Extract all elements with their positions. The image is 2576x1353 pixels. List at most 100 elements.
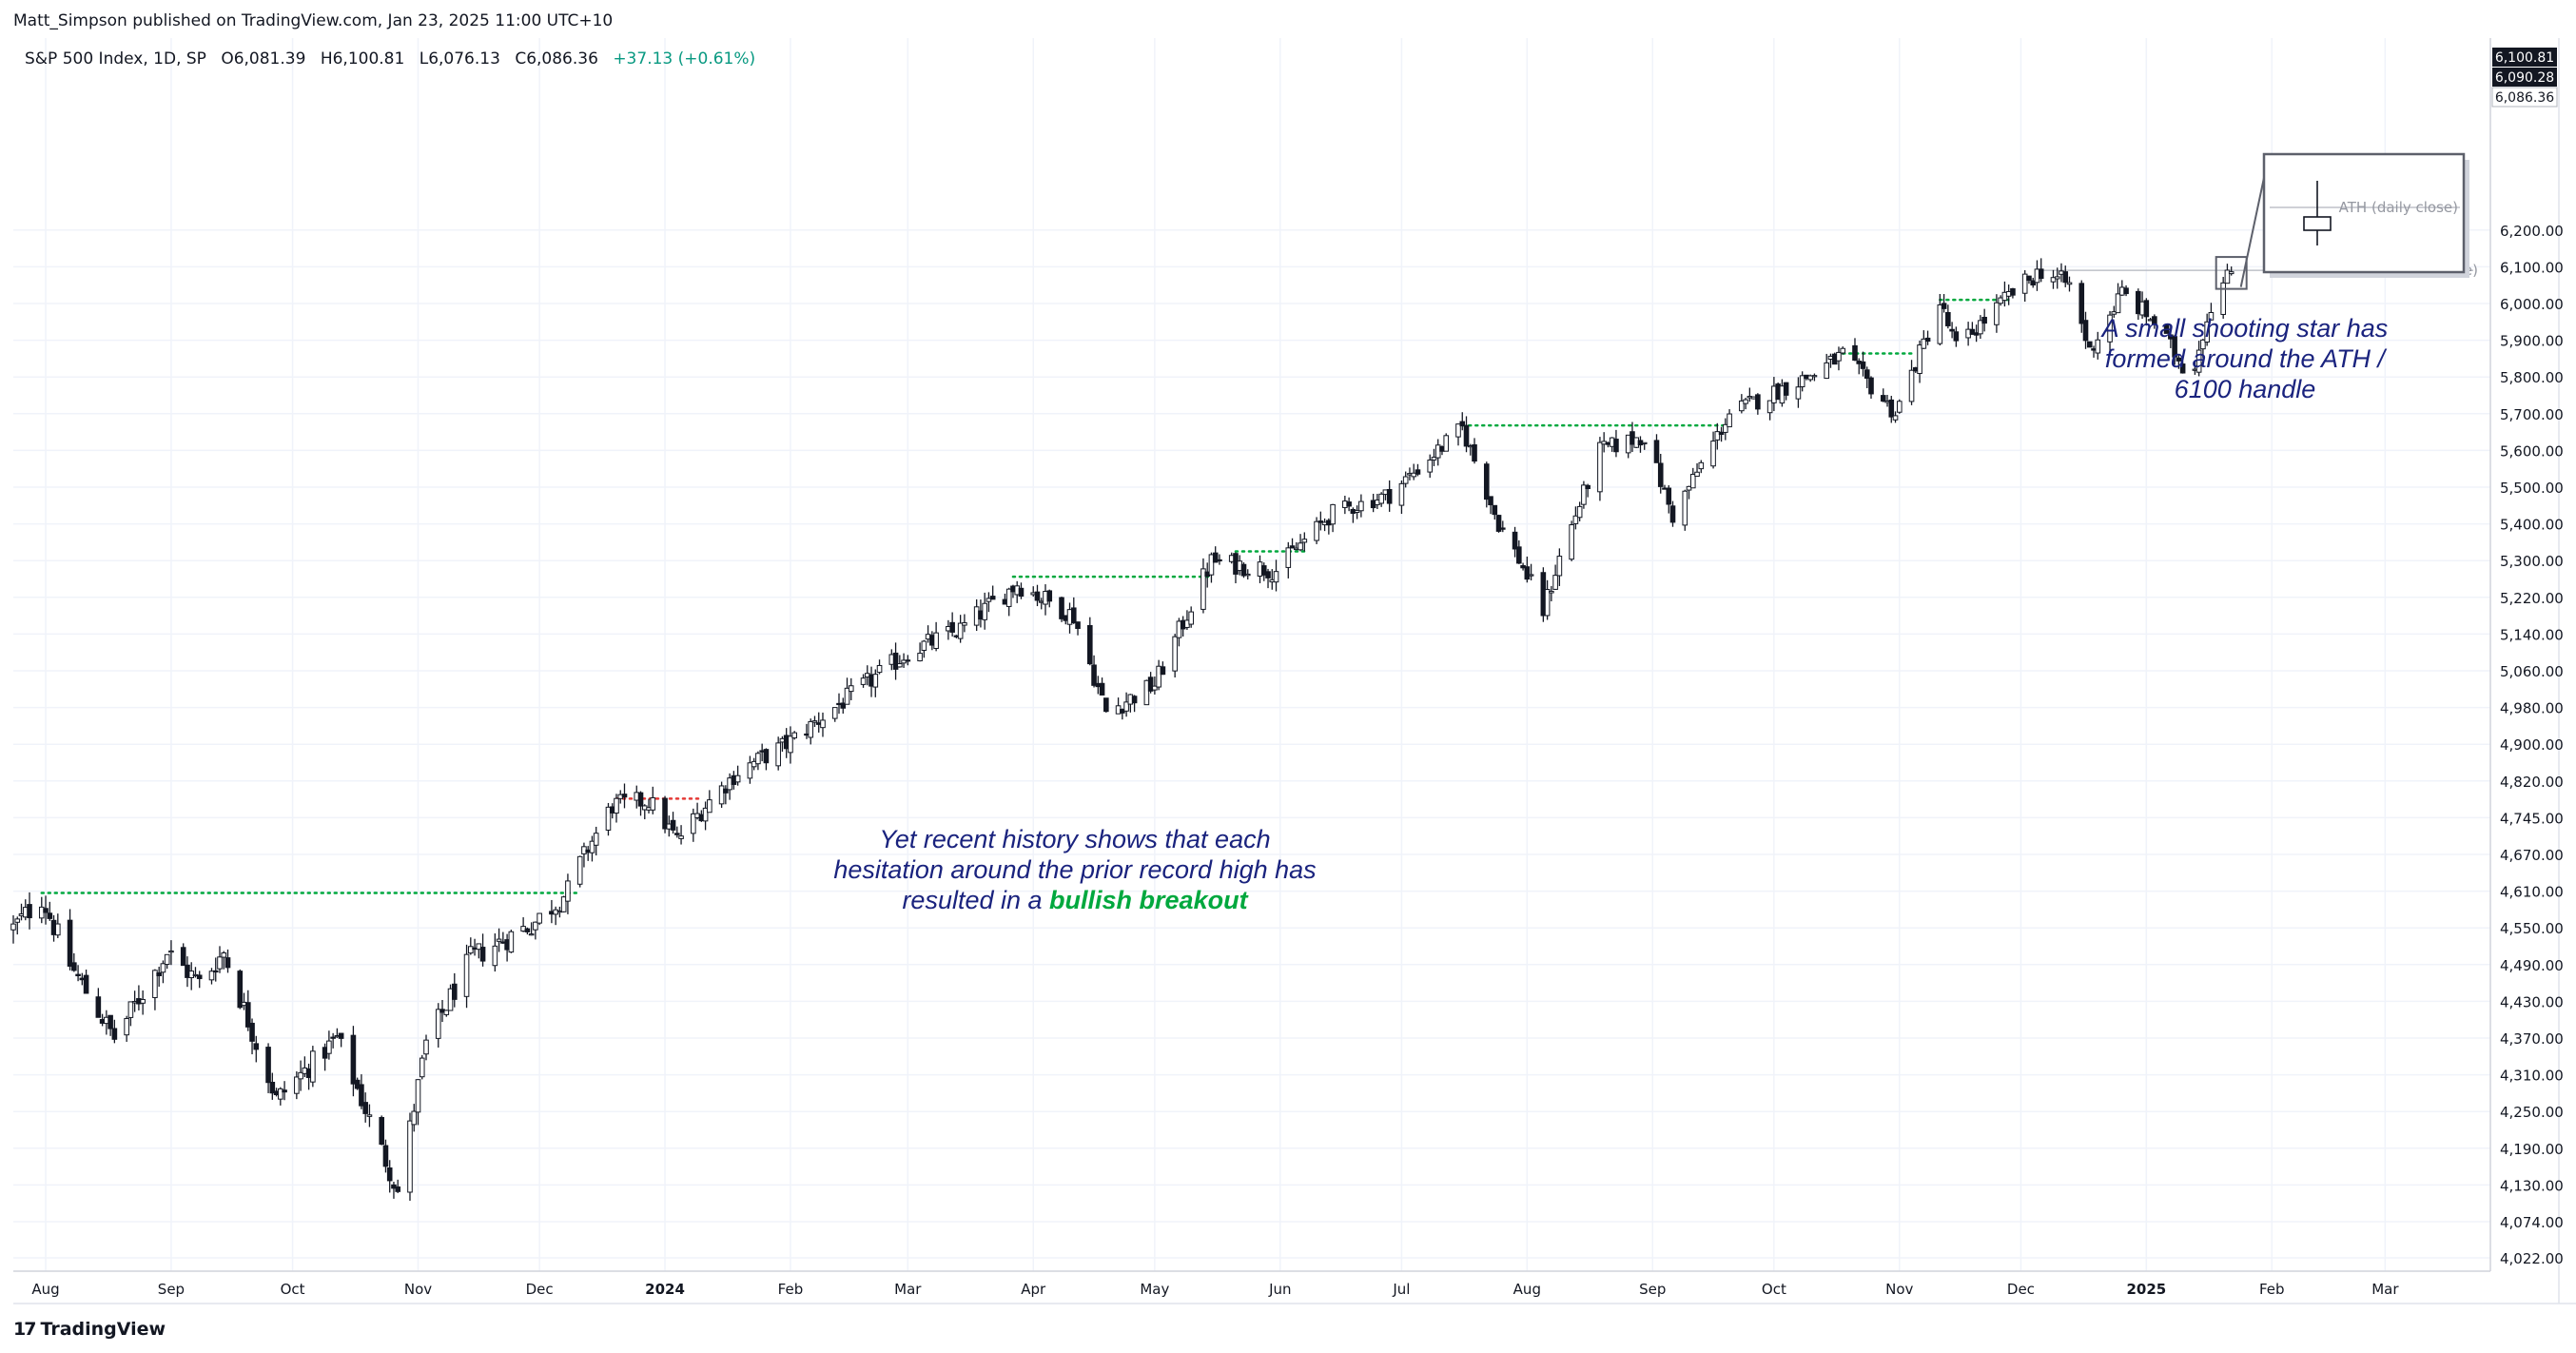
candle-body <box>1455 423 1461 438</box>
candle-body <box>808 720 814 738</box>
price-tick-label: 4,430.00 <box>2500 993 2564 1010</box>
candle-body <box>208 971 215 981</box>
candle-body <box>111 1028 118 1040</box>
candle-body <box>524 928 531 932</box>
candle-body <box>1200 568 1206 610</box>
candle-body <box>2010 287 2016 296</box>
candle-body <box>1099 682 1105 696</box>
candle-body <box>1714 431 1721 441</box>
candle-body <box>718 785 725 805</box>
candle-body <box>1981 316 1987 324</box>
candle-body <box>1892 415 1899 421</box>
candle-body <box>702 807 709 822</box>
price-label-text: 6,086.36 <box>2495 90 2554 106</box>
candle-body <box>1046 590 1053 602</box>
time-tick-label: Aug <box>1513 1281 1541 1298</box>
candle-body <box>1945 311 1951 326</box>
candle-body <box>1585 484 1590 490</box>
candle-body <box>811 720 818 723</box>
tradingview-logo[interactable]: 17 TradingView <box>13 1319 166 1340</box>
price-tick-label: 5,900.00 <box>2500 333 2564 350</box>
candle-body <box>366 1114 373 1117</box>
candle-body <box>244 1002 251 1028</box>
time-tick-label: Feb <box>2259 1281 2285 1298</box>
candle-body <box>265 1047 271 1084</box>
candle-body <box>2224 269 2231 284</box>
candle-body <box>350 1034 357 1085</box>
time-tick-label: Jul <box>1392 1281 1410 1298</box>
annotation-star-line-2: formed around the ATH / <box>2104 344 2386 373</box>
candle-body <box>605 806 612 831</box>
close-value: C6,086.36 <box>515 49 598 69</box>
candle-body <box>1516 546 1522 564</box>
time-tick-label: May <box>1140 1281 1169 1298</box>
candle-body <box>1852 344 1858 362</box>
time-tick-label: Sep <box>1639 1281 1666 1298</box>
annotation-history-line-3: resulted in a bullish breakout <box>780 885 1370 915</box>
candle-body <box>876 664 883 674</box>
candle-body <box>576 855 583 885</box>
price-tick-label: 4,250.00 <box>2500 1104 2564 1121</box>
candle-body <box>621 794 628 798</box>
inset-ath-label: ATH (daily close) <box>2339 199 2458 216</box>
candle-body <box>1265 571 1271 578</box>
candle-body <box>1431 457 1437 461</box>
candle-body <box>1131 696 1138 704</box>
candle-body <box>1569 524 1574 560</box>
candle-body <box>949 621 955 633</box>
time-tick-label: Nov <box>404 1281 432 1298</box>
candle-body <box>1572 515 1579 524</box>
candle-body <box>775 742 781 767</box>
candle-body <box>1864 369 1870 380</box>
candle-body <box>1378 493 1384 504</box>
candle-body <box>1641 441 1648 444</box>
candle-body <box>1953 331 1960 342</box>
candle-body <box>1317 520 1324 523</box>
candle-body <box>1018 587 1025 598</box>
symbol-name[interactable]: S&P 500 Index, 1D, SP <box>25 49 206 69</box>
candle-body <box>2066 282 2073 285</box>
candle-body <box>1492 504 1498 516</box>
candle-body <box>1463 424 1470 447</box>
candle-body <box>670 819 676 831</box>
candle-body <box>1766 400 1773 414</box>
candle-body <box>1978 320 1983 335</box>
candle-body <box>1723 423 1728 433</box>
candle-body <box>848 685 854 693</box>
price-tick-label: 4,074.00 <box>2500 1214 2564 1231</box>
candle-body <box>1346 501 1352 507</box>
open-value: O6,081.39 <box>221 49 306 69</box>
candle-body <box>1091 664 1097 686</box>
price-tick-label: 4,980.00 <box>2500 700 2564 717</box>
low-value: L6,076.13 <box>419 49 500 69</box>
tradingview-logo-icon: 17 <box>13 1319 36 1340</box>
candle-body <box>2054 276 2060 280</box>
price-tick-label: 4,900.00 <box>2500 736 2564 754</box>
candle-body <box>1528 574 1534 577</box>
candle-body <box>986 598 992 602</box>
price-tick-label: 5,800.00 <box>2500 369 2564 386</box>
price-tick-label: 5,600.00 <box>2500 442 2564 460</box>
time-tick-label: Nov <box>1885 1281 1913 1298</box>
candle-body <box>2086 341 2093 348</box>
candle-body <box>1524 566 1531 580</box>
candle-body <box>989 596 996 600</box>
candle-body <box>1034 591 1041 601</box>
candle-body <box>1924 337 1931 343</box>
candle-body <box>156 972 162 977</box>
candle-body <box>1005 588 1012 607</box>
candle-body <box>1176 620 1182 638</box>
price-tick-label: 5,400.00 <box>2500 517 2564 534</box>
time-tick-label: Jun <box>1268 1281 1291 1298</box>
change-value: +37.13 (+0.61%) <box>613 49 756 69</box>
shooting-star-highlight-box <box>2215 256 2248 290</box>
candle-body <box>1581 484 1587 505</box>
candle-body <box>1160 666 1166 676</box>
candle-body <box>152 970 158 998</box>
candle-body <box>763 749 770 764</box>
candle-body <box>1666 487 1672 505</box>
candle-body <box>196 974 203 980</box>
candle-body <box>1949 328 1955 332</box>
annotation-history-line-1: Yet recent history shows that each <box>879 825 1271 853</box>
